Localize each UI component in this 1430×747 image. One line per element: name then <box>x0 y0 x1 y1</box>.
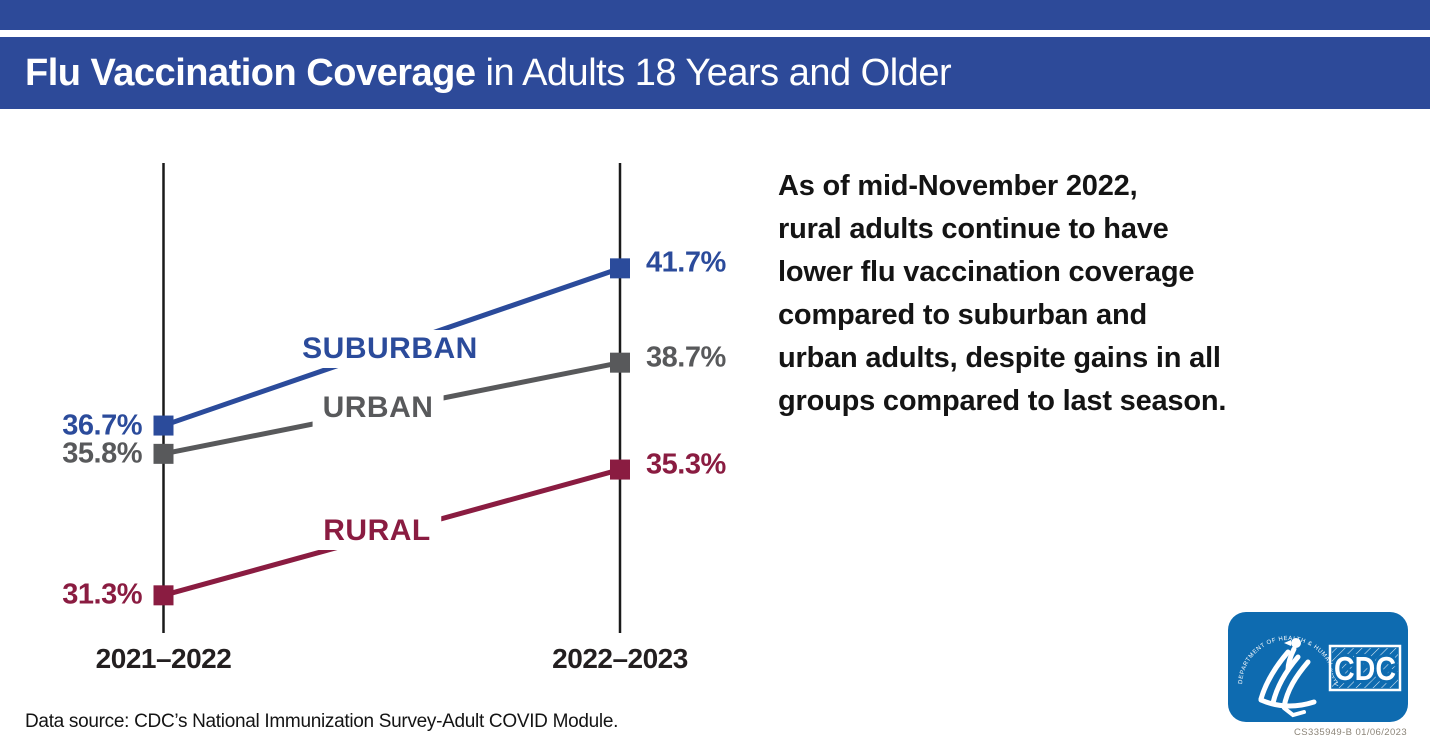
cdc-letters: CDC <box>1334 650 1396 687</box>
data-marker-suburban-1 <box>610 258 630 279</box>
data-source-note: Data source: CDC’s National Immunization… <box>25 711 619 732</box>
title-band: Flu Vaccination Coverage in Adults 18 Ye… <box>0 37 1430 109</box>
data-marker-rural-1 <box>610 459 630 480</box>
hhs-eagle-icon <box>1258 638 1317 718</box>
data-marker-rural-0 <box>153 585 174 606</box>
series-line-urban <box>163 360 621 457</box>
page-title-bold: Flu Vaccination Coverage <box>25 51 476 94</box>
cdc-logo-graphic: DEPARTMENT OF HEALTH & HUMAN SERVICES • … <box>1226 608 1408 722</box>
data-marker-urban-1 <box>610 352 630 373</box>
data-marker-urban-0 <box>153 443 174 464</box>
cdc-hhs-logo: DEPARTMENT OF HEALTH & HUMAN SERVICES • … <box>1226 608 1408 722</box>
series-line-suburban <box>162 265 621 428</box>
data-marker-suburban-0 <box>153 415 174 436</box>
series-line-rural <box>162 467 621 598</box>
page-title-regular: in Adults 18 Years and Older <box>475 51 952 94</box>
document-number: CS335949-B 01/06/2023 <box>1294 727 1407 738</box>
callout-text: As of mid-November 2022, rural adults co… <box>778 170 1227 417</box>
top-accent-bar <box>0 0 1430 30</box>
cdc-wordmark: CDC <box>1328 644 1402 692</box>
